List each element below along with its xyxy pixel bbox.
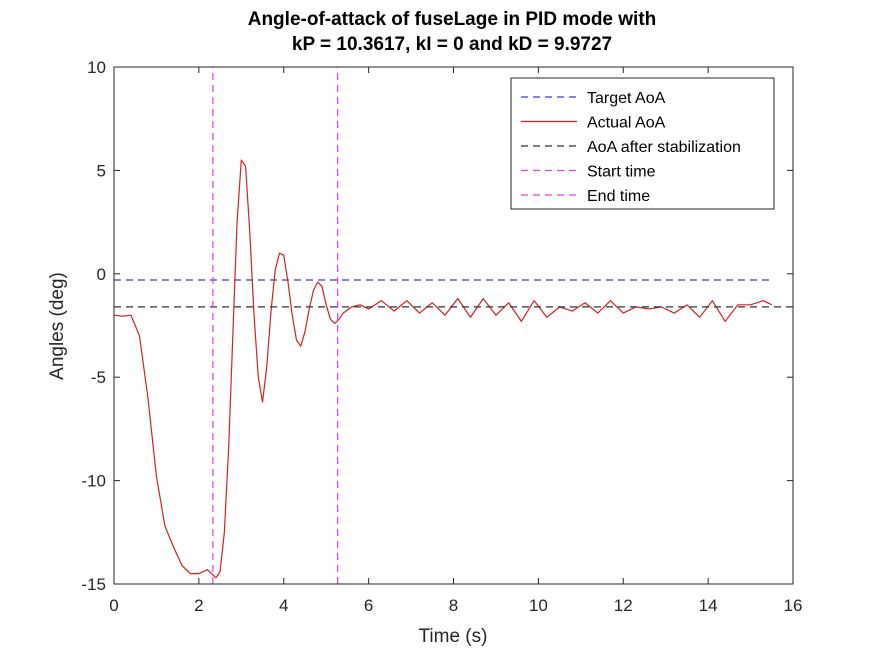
x-tick-label: 4 <box>279 596 288 615</box>
legend-items: Target AoA Actual AoA AoA after stabilizat… <box>521 90 741 205</box>
x-tick-label: 2 <box>194 596 203 615</box>
y-axis-label: Angles (deg) <box>47 272 68 380</box>
legend-box <box>510 77 775 210</box>
x-tick-label: 0 <box>109 596 118 615</box>
legend: Target AoA Actual AoA AoA after stabilizat… <box>510 77 775 210</box>
y-tick-label: 0 <box>97 265 106 284</box>
series-layer <box>113 67 793 584</box>
y-tick-label: 10 <box>87 58 106 77</box>
x-axis-label: Time (s) <box>419 626 488 647</box>
legend-label: Actual AoA <box>587 115 666 132</box>
y-tick-label: 5 <box>97 161 106 180</box>
legend-label: Target AoA <box>587 90 666 107</box>
y-tick-label: -5 <box>91 368 106 387</box>
tick-layer: 0 2 4 6 8 10 12 14 16 -15 -10 -5 0 5 10 <box>81 58 802 615</box>
legend-label: AoA after stabilization <box>587 139 741 156</box>
y-tick-label: -15 <box>81 575 106 594</box>
x-tick-label: 14 <box>699 596 718 615</box>
y-tick-label: -10 <box>81 472 106 491</box>
legend-label: Start time <box>587 164 656 181</box>
x-tick-label: 6 <box>364 596 373 615</box>
series-line-actual-aoa <box>113 159 773 579</box>
x-tick-label: 12 <box>614 596 633 615</box>
x-tick-label: 8 <box>449 596 458 615</box>
x-tick-label: 10 <box>529 596 548 615</box>
chart-title-line-2: kP = 10.3617, kI = 0 and kD = 9.9727 <box>292 34 612 55</box>
legend-label: End time <box>587 188 650 205</box>
chart-title-line-1: Angle-of-attack of fuseLage in PID mode … <box>248 9 657 30</box>
x-tick-label: 16 <box>784 596 803 615</box>
